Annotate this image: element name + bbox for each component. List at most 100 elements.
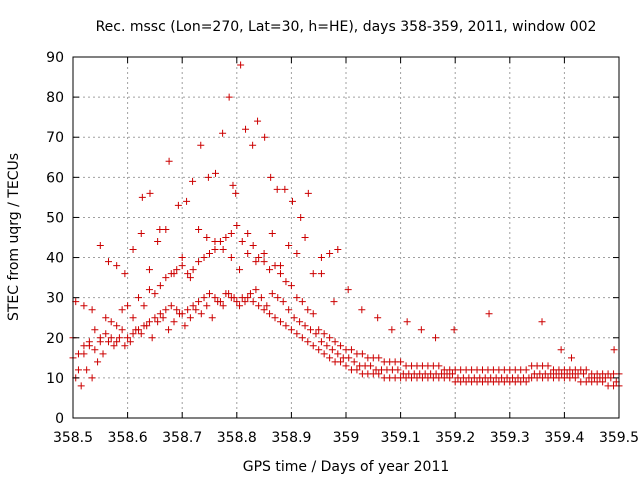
data-point bbox=[331, 338, 339, 346]
y-tick-label: 20 bbox=[46, 331, 64, 347]
data-point bbox=[241, 298, 249, 306]
data-point bbox=[337, 358, 345, 366]
x-tick-label: 359.5 bbox=[599, 430, 639, 446]
data-point bbox=[85, 338, 93, 346]
data-point bbox=[214, 298, 222, 306]
data-point bbox=[375, 370, 383, 378]
data-point bbox=[309, 270, 317, 278]
data-point bbox=[104, 338, 112, 346]
y-tick-label: 10 bbox=[46, 371, 64, 387]
data-point bbox=[206, 290, 213, 298]
data-point bbox=[358, 306, 366, 314]
data-point bbox=[274, 294, 282, 302]
data-point bbox=[113, 338, 121, 346]
data-point bbox=[173, 266, 181, 274]
data-point bbox=[124, 302, 132, 310]
data-point bbox=[225, 93, 233, 101]
data-point bbox=[237, 61, 245, 69]
data-point bbox=[263, 302, 271, 310]
data-point bbox=[225, 290, 233, 298]
data-point bbox=[268, 229, 276, 237]
data-point bbox=[174, 201, 182, 209]
data-point bbox=[121, 270, 129, 278]
data-point bbox=[323, 342, 331, 350]
data-point bbox=[156, 282, 164, 290]
data-point bbox=[99, 350, 107, 358]
data-point bbox=[162, 274, 170, 282]
x-axis-ticks: 358.5 358.6 358.7 358.8 358.9 359 359.1 359.2 35… bbox=[53, 57, 639, 446]
data-point bbox=[74, 350, 82, 358]
data-point bbox=[204, 173, 212, 181]
data-point bbox=[167, 302, 175, 310]
data-point bbox=[244, 229, 252, 237]
data-point bbox=[91, 346, 99, 354]
data-point bbox=[88, 306, 96, 314]
data-point bbox=[298, 298, 306, 306]
data-point bbox=[137, 229, 145, 237]
data-point bbox=[326, 250, 334, 258]
data-point bbox=[236, 266, 244, 274]
data-points bbox=[69, 61, 623, 390]
data-point bbox=[211, 238, 219, 246]
data-point bbox=[148, 334, 156, 342]
data-point bbox=[290, 314, 298, 322]
data-point bbox=[403, 318, 411, 326]
data-point bbox=[200, 254, 208, 262]
data-point bbox=[236, 302, 244, 310]
x-tick-label: 358.5 bbox=[53, 430, 93, 446]
data-point bbox=[358, 350, 366, 358]
data-point bbox=[146, 189, 154, 197]
data-point bbox=[394, 366, 402, 374]
data-point bbox=[260, 306, 268, 314]
data-point bbox=[184, 270, 192, 278]
data-point bbox=[538, 318, 546, 326]
data-point bbox=[186, 274, 194, 282]
data-point bbox=[435, 362, 443, 370]
data-point bbox=[113, 262, 121, 270]
data-point bbox=[129, 314, 137, 322]
data-point bbox=[154, 238, 162, 246]
data-point bbox=[184, 306, 192, 314]
data-point bbox=[276, 318, 284, 326]
data-point bbox=[367, 362, 375, 370]
data-point bbox=[107, 318, 115, 326]
data-point bbox=[485, 310, 493, 318]
data-point bbox=[281, 185, 289, 193]
data-point bbox=[345, 354, 353, 362]
data-point bbox=[610, 346, 618, 354]
data-point bbox=[197, 141, 205, 149]
data-point bbox=[282, 278, 290, 286]
data-point bbox=[203, 234, 211, 241]
data-point bbox=[261, 133, 269, 141]
data-point bbox=[227, 229, 235, 237]
data-point bbox=[309, 342, 317, 350]
data-point bbox=[271, 314, 279, 322]
data-point bbox=[230, 294, 238, 302]
data-point bbox=[337, 342, 345, 350]
data-point bbox=[288, 197, 296, 205]
data-point bbox=[135, 294, 143, 302]
data-point bbox=[162, 225, 170, 233]
data-point bbox=[246, 290, 254, 298]
data-point bbox=[145, 286, 153, 294]
data-point bbox=[118, 326, 126, 334]
data-point bbox=[282, 322, 290, 330]
data-point bbox=[110, 342, 118, 350]
data-point bbox=[557, 346, 565, 354]
data-point bbox=[227, 254, 235, 262]
data-point bbox=[121, 342, 129, 350]
data-point bbox=[255, 254, 263, 262]
data-point bbox=[151, 314, 159, 322]
data-point bbox=[257, 294, 265, 302]
data-point bbox=[298, 334, 306, 342]
data-point bbox=[567, 354, 575, 362]
data-point bbox=[222, 234, 230, 241]
data-point bbox=[375, 354, 383, 362]
y-tick-label: 50 bbox=[46, 210, 64, 226]
data-point bbox=[162, 306, 170, 314]
data-point bbox=[326, 354, 334, 362]
data-point bbox=[212, 169, 220, 177]
data-point bbox=[285, 306, 293, 314]
data-point bbox=[255, 302, 263, 310]
